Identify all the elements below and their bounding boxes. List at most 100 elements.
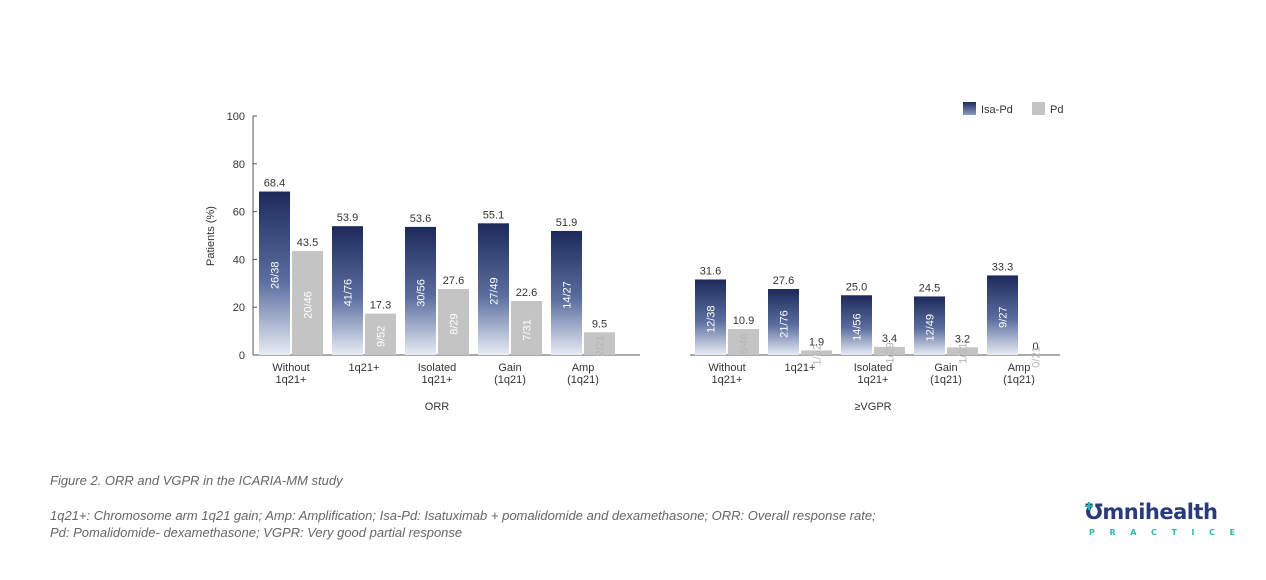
category-label: Without [272,362,309,374]
category-label: Gain [934,362,957,374]
logo-brand-part2: health [1144,500,1218,524]
pd-value-label: 27.6 [443,275,464,287]
category-label: 1q21+ [785,362,816,374]
isa-pd-bar [987,275,1018,355]
group-label-vgpr: ≥VGPR [854,401,891,413]
isa-pd-bar [841,295,872,355]
pd-value-label: 43.5 [297,237,318,249]
y-tick-label: 20 [233,302,245,314]
category-label-line2: 1q21+ [422,374,453,386]
isa-pd-value-label: 53.6 [410,213,431,225]
group-label-orr: ORR [425,401,450,413]
logo-wordmark: Ʊmnihealth [1085,500,1220,524]
pd-value-label: 17.3 [370,300,391,312]
isa-pd-bar [259,191,290,355]
category-label-line2: 1q21+ [276,374,307,386]
footnote-line-2: Pd: Pomalidomide- dexamethasone; VGPR: V… [50,525,463,540]
isa-pd-count-label: 27/49 [489,277,501,305]
pd-bar [292,251,323,355]
legend: Isa-Pd Pd [963,102,1063,116]
category-label-line2: 1q21+ [858,374,889,386]
pd-count-label: 1/31 [958,342,970,363]
category-label: Isolated [418,362,457,374]
isa-pd-value-label: 27.6 [773,275,794,287]
bars: 68.4 26/38 43.5 20/46 53.9 41/76 17.3 9/52 53.6 3… [259,178,1043,368]
isa-pd-count-label: 30/56 [416,279,428,307]
isa-pd-bar [914,296,945,355]
category-label-line2: (1q21) [567,374,599,386]
isa-pd-bar [478,223,509,355]
isa-pd-value-label: 25.0 [846,281,867,293]
isa-pd-value-label: 68.4 [264,178,285,190]
isa-pd-bar [332,226,363,355]
category-label-line2: (1q21) [494,374,526,386]
pd-count-label: 1/52 [812,344,824,365]
isa-pd-count-label: 21/76 [779,310,791,338]
isa-pd-count-label: 9/27 [998,306,1010,327]
pd-count-label: 1/29 [885,342,897,363]
y-tick-label: 60 [233,207,245,219]
category-label-line2: (1q21) [930,374,962,386]
isa-pd-count-label: 12/38 [706,305,718,333]
pd-value-label: 1.9 [809,336,824,348]
legend-swatch-isa-pd [963,102,976,115]
isa-pd-count-label: 41/76 [343,279,355,307]
isa-pd-count-label: 26/38 [270,261,282,289]
pd-count-label: 7/31 [522,319,534,340]
y-tick-label: 40 [233,254,245,266]
pd-value-label: 10.9 [733,315,754,327]
pd-count-label: 9/52 [376,326,388,347]
isa-pd-bar [551,230,582,355]
pd-value-label: 3.2 [955,333,970,345]
category-label-line2: 1q21+ [712,374,743,386]
y-axis-title: Patients (%) [205,206,217,266]
isa-pd-bar [405,226,436,355]
pd-count-label: 2/21 [595,335,607,356]
isa-pd-count-label: 12/49 [925,314,937,342]
legend-label-isa-pd: Isa-Pd [981,104,1013,116]
omnihealth-logo: Ʊmnihealth PRACTICE [1085,500,1250,540]
category-label: 1q21+ [349,362,380,374]
pd-count-label: 5/46 [739,333,751,354]
pd-count-label: 0/21 [1031,346,1043,367]
category-label: Gain [498,362,521,374]
pd-count-label: 8/29 [449,313,461,334]
y-tick-label: 100 [227,111,245,123]
pd-value-label: 0 [1032,341,1038,353]
figure-footnote: 1q21+: Chromosome arm 1q21 gain; Amp: Am… [50,507,876,541]
isa-pd-value-label: 24.5 [919,282,940,294]
pd-bar [728,328,759,355]
logo-subtitle: PRACTICE [1089,528,1250,537]
category-label-line2: (1q21) [1003,374,1035,386]
isa-pd-count-label: 14/27 [562,281,574,309]
isa-pd-value-label: 53.9 [337,212,358,224]
footnote-line-1: 1q21+: Chromosome arm 1q21 gain; Amp: Am… [50,508,876,523]
pd-value-label: 22.6 [516,287,537,299]
pd-value-label: 3.4 [882,333,897,345]
category-label: Amp [572,362,595,374]
pd-bar [438,289,469,355]
pd-bar [874,346,905,355]
response-rate-bar-chart: 0 20 40 60 80 100 Patients (%) 68.4 26/38 43.5 20… [205,102,1063,413]
pd-bar [511,300,542,355]
category-label: Isolated [854,362,893,374]
pd-bar [801,350,832,355]
logo-plus-icon [1085,502,1093,510]
isa-pd-value-label: 51.9 [556,217,577,229]
pd-bar [584,332,615,355]
isa-pd-value-label: 33.3 [992,261,1013,273]
isa-pd-value-label: 31.6 [700,265,721,277]
pd-count-label: 20/46 [303,291,315,319]
pd-bar [947,347,978,355]
isa-pd-bar [695,279,726,355]
category-label: Amp [1008,362,1031,374]
legend-swatch-pd [1032,102,1045,115]
isa-pd-bar [768,289,799,355]
pd-value-label: 9.5 [592,318,607,330]
legend-label-pd: Pd [1050,104,1063,116]
isa-pd-value-label: 55.1 [483,209,504,221]
y-tick-label: 80 [233,159,245,171]
isa-pd-count-label: 14/56 [852,313,864,341]
figure-caption: Figure 2. ORR and VGPR in the ICARIA-MM … [50,473,343,488]
